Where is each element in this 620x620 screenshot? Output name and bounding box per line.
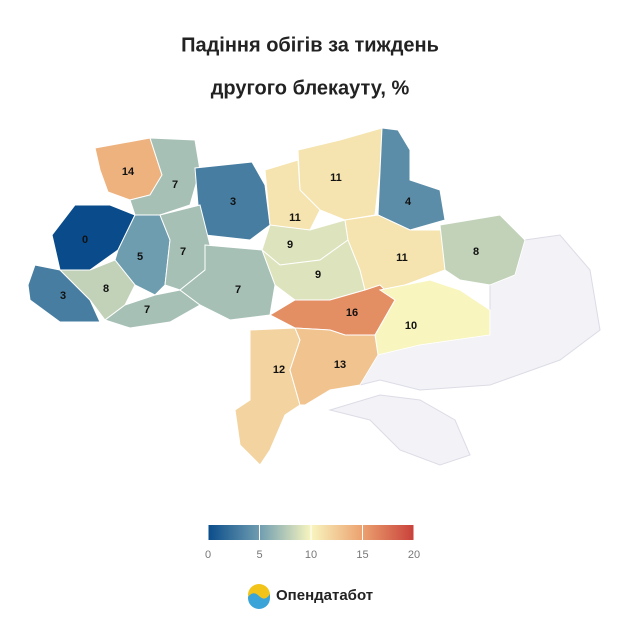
region-label: 9 bbox=[287, 239, 293, 251]
colorbar-tick-label: 20 bbox=[408, 549, 420, 561]
colorbar-tick-label: 10 bbox=[305, 549, 317, 561]
colorbar-tick-label: 5 bbox=[256, 549, 262, 561]
region-label: 0 bbox=[82, 234, 88, 246]
region-label: 7 bbox=[144, 304, 150, 316]
brand: Опендатабот bbox=[276, 587, 373, 604]
title-line: другого блекауту, % bbox=[211, 77, 410, 99]
region-label: 8 bbox=[103, 283, 109, 295]
region-label: 5 bbox=[137, 251, 143, 263]
region-label: 11 bbox=[330, 172, 342, 184]
region bbox=[439, 214, 526, 286]
region-label: 3 bbox=[60, 290, 66, 302]
region-label: 7 bbox=[235, 284, 241, 296]
region-label: 13 bbox=[334, 359, 346, 371]
region-label: 4 bbox=[405, 196, 412, 208]
region bbox=[289, 327, 379, 406]
region-label: 9 bbox=[315, 269, 321, 281]
region-label: 7 bbox=[172, 179, 178, 191]
region bbox=[103, 289, 201, 329]
region bbox=[374, 279, 491, 356]
no-data-region bbox=[328, 394, 471, 466]
region-label: 11 bbox=[396, 252, 408, 264]
logo bbox=[248, 584, 270, 609]
title-line: Падіння обігів за тиждень bbox=[181, 34, 439, 56]
region-label: 12 bbox=[273, 364, 285, 376]
region bbox=[58, 259, 136, 321]
colorbar-tick-label: 0 bbox=[205, 549, 211, 561]
region bbox=[179, 244, 276, 321]
region-label: 16 bbox=[346, 307, 358, 319]
region-label: 3 bbox=[230, 196, 236, 208]
region-label: 7 bbox=[180, 246, 186, 258]
region-label: 10 bbox=[405, 320, 417, 332]
region-label: 8 bbox=[473, 246, 479, 258]
region-label: 14 bbox=[122, 166, 135, 178]
colorbar-tick-label: 15 bbox=[356, 549, 368, 561]
region-label: 11 bbox=[289, 212, 301, 224]
